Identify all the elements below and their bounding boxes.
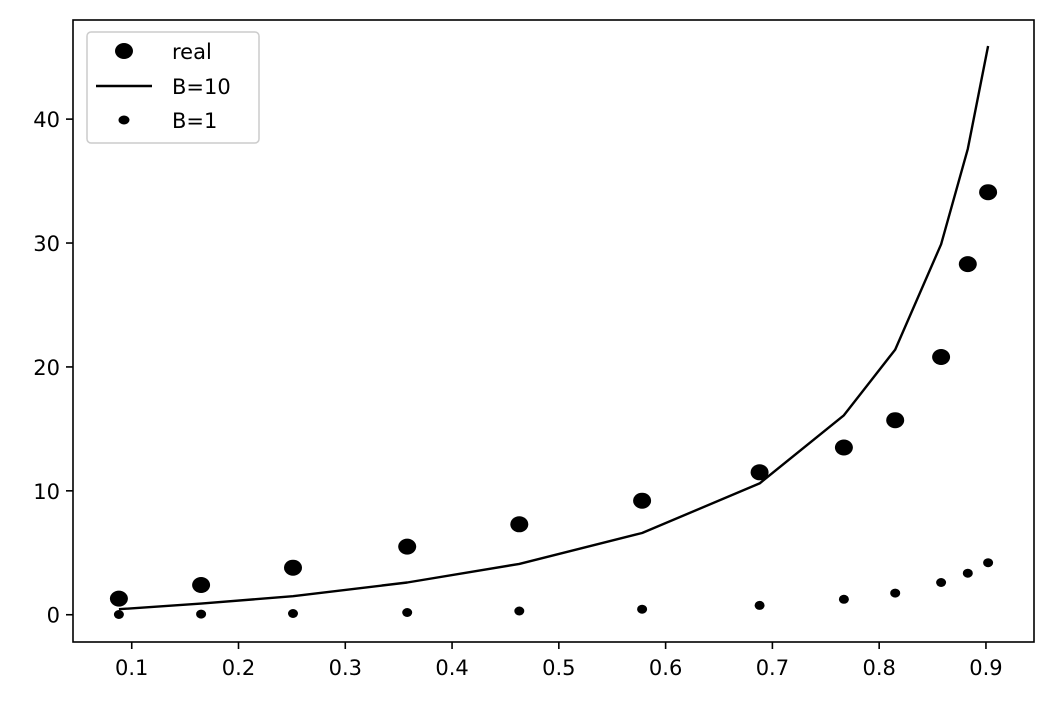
data-point-real (886, 412, 905, 429)
data-point-b1 (936, 578, 947, 587)
legend-label-real: real (172, 40, 212, 64)
data-point-real (932, 349, 951, 365)
x-tick-label: 0.3 (329, 656, 362, 680)
data-point-b1 (983, 558, 994, 568)
x-tick-label: 0.4 (435, 656, 468, 680)
data-point-real (958, 256, 977, 273)
legend: real B=10 B=1 (86, 31, 260, 144)
x-tick-label: 0.9 (969, 656, 1002, 680)
axis-ticks: 0.1 0.2 0.3 0.4 0.5 0.6 0.7 0.8 0.9 0 10 20 30 40 (33, 108, 1002, 680)
x-tick-label: 0.1 (115, 656, 148, 680)
series-line-b10 (118, 45, 990, 611)
legend-label-b1: B=1 (172, 109, 217, 133)
x-tick-label: 0.7 (756, 656, 789, 680)
data-point-b1 (838, 594, 849, 604)
data-point-real (510, 516, 529, 533)
data-point-b1 (113, 610, 124, 619)
y-tick-label: 20 (33, 356, 60, 380)
data-point-real (979, 184, 998, 201)
data-point-real (750, 464, 769, 481)
data-point-real (284, 559, 302, 576)
data-point-real (834, 439, 853, 456)
data-point-real (192, 577, 211, 593)
legend-marker-b1 (118, 115, 130, 125)
data-point-b1 (288, 609, 298, 618)
data-point-b1 (196, 609, 207, 619)
x-tick-label: 0.6 (649, 656, 682, 680)
data-point-b1 (402, 608, 413, 617)
data-point-b1 (962, 568, 973, 578)
data-point-b1 (637, 604, 648, 614)
data-point-real (398, 538, 417, 555)
legend-frame (86, 31, 260, 144)
y-tick-label: 30 (33, 232, 60, 256)
data-point-b1 (754, 600, 765, 610)
data-point-real (633, 492, 652, 509)
plot-marks (109, 45, 998, 619)
y-tick-label: 40 (33, 108, 60, 132)
x-tick-label: 0.8 (862, 656, 895, 680)
legend-marker-real (115, 43, 133, 59)
y-tick-label: 10 (33, 480, 60, 504)
data-point-b1 (514, 606, 525, 616)
x-tick-label: 0.2 (222, 656, 255, 680)
data-point-b1 (890, 588, 901, 598)
plot-frame (72, 19, 1035, 643)
y-tick-label: 0 (47, 604, 60, 628)
x-tick-label: 0.5 (542, 656, 575, 680)
data-point-real (109, 590, 128, 607)
legend-label-b10: B=10 (172, 75, 231, 99)
